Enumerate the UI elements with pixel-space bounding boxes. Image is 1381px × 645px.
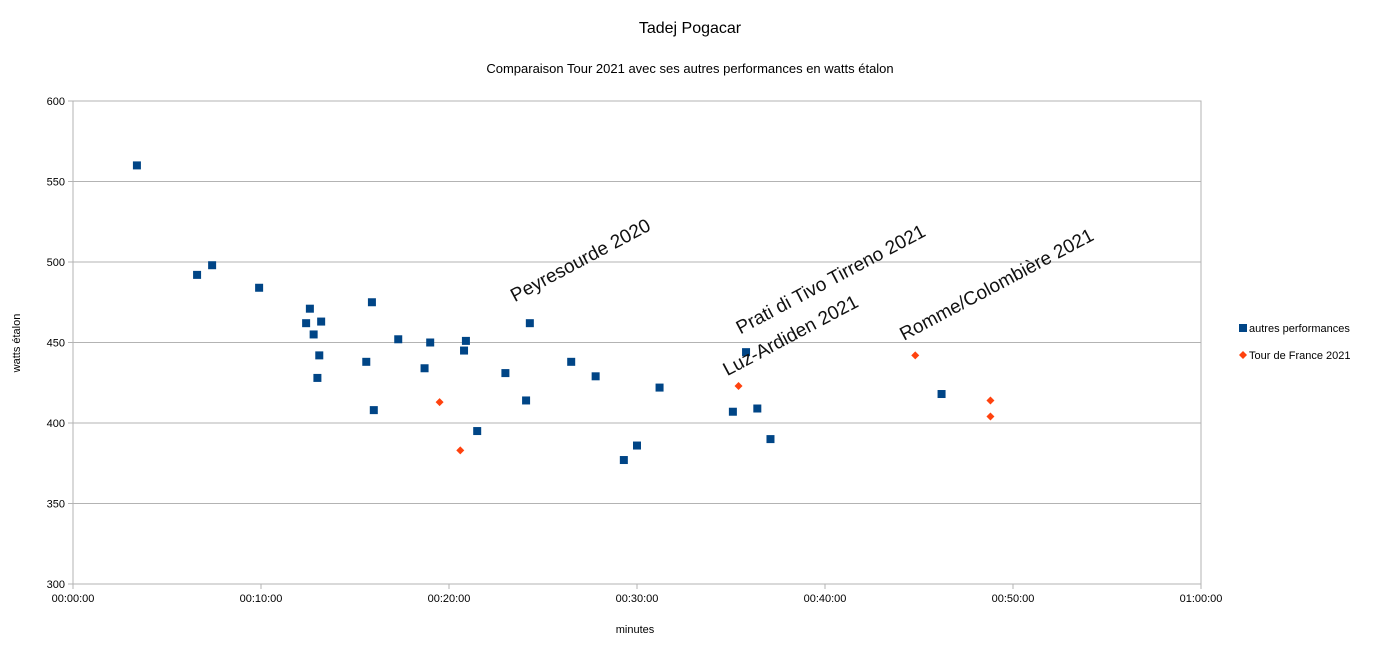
- data-point-autres-performances: [315, 351, 324, 360]
- data-point-autres-performances: [313, 373, 322, 382]
- data-point-autres-performances: [305, 304, 314, 313]
- data-point-autres-performances: [362, 357, 371, 366]
- gridlines: [73, 181, 1201, 504]
- data-point-autres-performances: [619, 456, 628, 465]
- data-point-autres-performances: [501, 369, 510, 378]
- y-tick-label: 600: [47, 96, 65, 108]
- x-tick-label: 00:40:00: [804, 593, 847, 605]
- y-tick-label: 450: [47, 338, 65, 350]
- y-tick-label: 300: [47, 579, 65, 591]
- annotations: Peyresourde 2020 Prati di Tivo Tirreno 20…: [507, 215, 1097, 381]
- y-tick-label: 400: [47, 418, 65, 430]
- legend-marker-tour-de-france-2021: [1239, 351, 1247, 359]
- x-tick-label: 00:30:00: [616, 593, 659, 605]
- data-point-autres-performances: [766, 435, 775, 444]
- data-point-autres-performances: [394, 335, 403, 344]
- data-point-autres-performances: [255, 283, 264, 292]
- data-point-autres-performances: [742, 348, 751, 357]
- data-point-autres-performances: [728, 407, 737, 416]
- data-point-autres-performances: [567, 357, 576, 366]
- data-point-autres-performances: [369, 406, 378, 415]
- data-point-tour-de-france-2021: [456, 446, 465, 455]
- chart-subtitle: Comparaison Tour 2021 avec ses autres pe…: [486, 61, 893, 76]
- y-tick-label: 350: [47, 499, 65, 511]
- data-point-autres-performances: [753, 404, 762, 413]
- annotation-label: Peyresourde 2020: [507, 215, 654, 306]
- y-axis-ticks: 300 350 400 450 500 550 600: [47, 96, 73, 591]
- legend-label: autres performances: [1249, 323, 1350, 335]
- data-point-autres-performances: [302, 319, 311, 328]
- data-point-autres-performances: [426, 338, 435, 347]
- y-tick-label: 550: [47, 177, 65, 189]
- data-point-tour-de-france-2021: [986, 396, 995, 405]
- data-point-autres-performances: [525, 319, 534, 328]
- legend-marker-autres-performances: [1239, 324, 1247, 332]
- annotation-label: Romme/Colombière 2021: [896, 225, 1097, 345]
- data-point-autres-performances: [591, 372, 600, 381]
- data-point-autres-performances: [460, 346, 469, 355]
- data-point-autres-performances: [461, 336, 470, 345]
- data-point-tour-de-france-2021: [435, 398, 444, 407]
- x-tick-label: 00:50:00: [992, 593, 1035, 605]
- x-tick-label: 01:00:00: [1180, 593, 1223, 605]
- x-axis-label: minutes: [616, 624, 655, 636]
- data-point-tour-de-france-2021: [734, 381, 743, 390]
- chart-title: Tadej Pogacar: [639, 20, 742, 37]
- legend-label: Tour de France 2021: [1249, 350, 1351, 362]
- data-point-autres-performances: [132, 161, 141, 170]
- data-point-tour-de-france-2021: [911, 351, 920, 360]
- y-axis-label: watts étalon: [11, 314, 23, 374]
- x-tick-label: 00:10:00: [240, 593, 283, 605]
- data-point-autres-performances: [193, 270, 202, 279]
- data-point-autres-performances: [317, 317, 326, 326]
- data-point-autres-performances: [208, 261, 217, 270]
- y-tick-label: 500: [47, 257, 65, 269]
- data-point-autres-performances: [473, 427, 482, 436]
- data-point-autres-performances: [522, 396, 531, 405]
- data-point-autres-performances: [655, 383, 664, 392]
- data-points: [132, 161, 995, 465]
- x-tick-label: 00:20:00: [428, 593, 471, 605]
- x-axis-ticks: 00:00:00 00:10:00 00:20:00 00:30:00 00:40:00…: [52, 584, 1223, 605]
- data-point-autres-performances: [937, 390, 946, 399]
- legend: autres performances Tour de France 2021: [1239, 323, 1351, 362]
- data-point-tour-de-france-2021: [986, 412, 995, 421]
- data-point-autres-performances: [309, 330, 318, 339]
- data-point-autres-performances: [633, 441, 641, 450]
- x-tick-label: 00:00:00: [52, 593, 95, 605]
- data-point-autres-performances: [367, 298, 376, 307]
- data-point-autres-performances: [420, 364, 429, 373]
